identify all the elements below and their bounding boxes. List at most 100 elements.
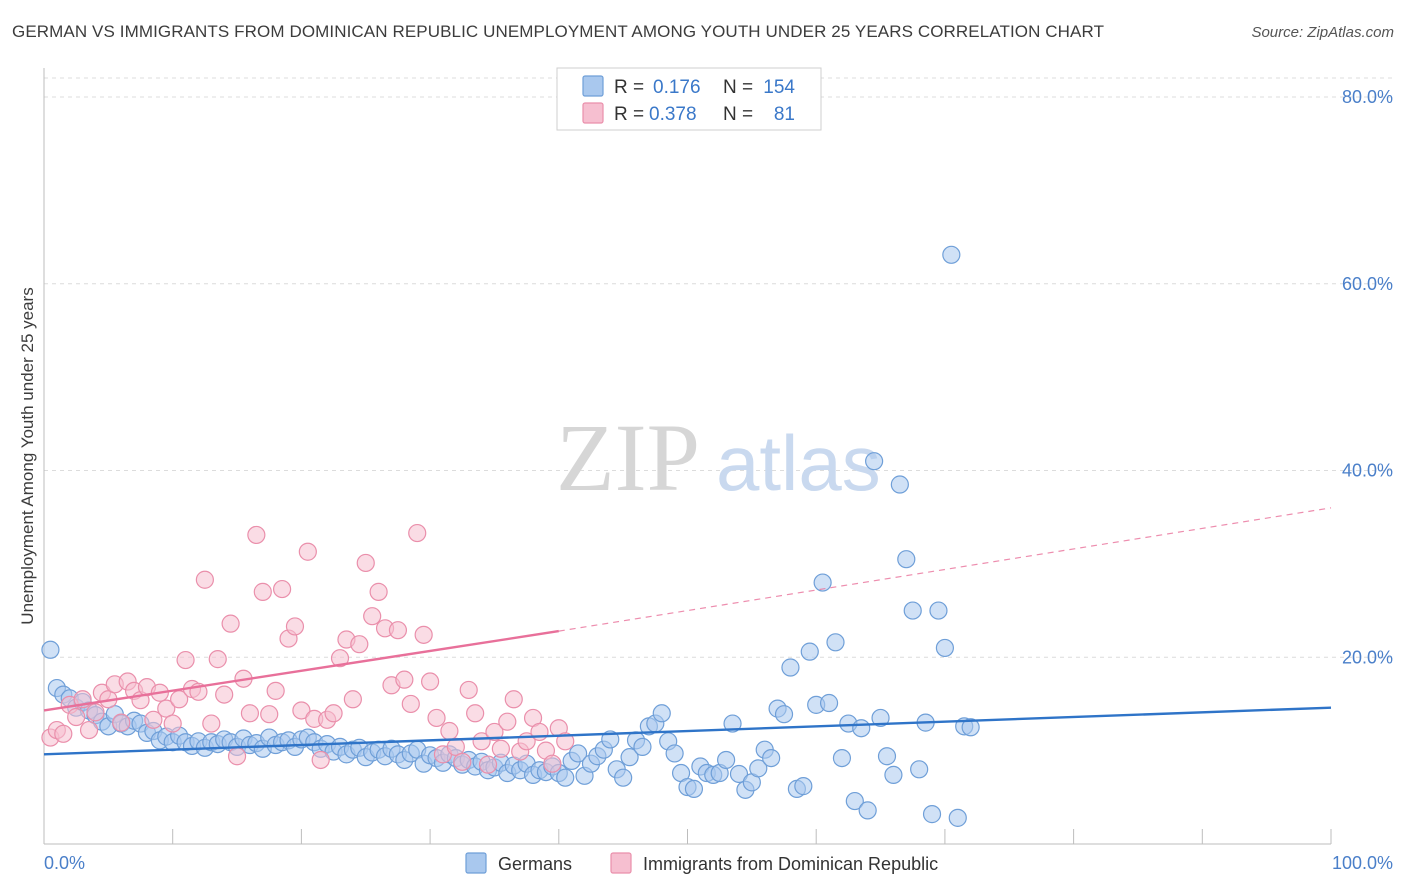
data-point-dominican <box>208 650 227 669</box>
data-point-germans <box>794 777 813 796</box>
data-point-dominican <box>350 635 369 654</box>
data-point-dominican <box>324 704 343 723</box>
x-tick-label-max: 100.0% <box>1332 853 1393 873</box>
data-point-dominican <box>202 714 221 733</box>
data-point-dominican <box>292 701 311 720</box>
data-point-germans <box>858 801 877 820</box>
data-point-dominican <box>485 722 504 742</box>
data-point-germans <box>845 791 864 811</box>
data-point-germans <box>935 638 955 658</box>
data-point-dominican <box>414 625 433 644</box>
legend-r-value-dominican: 0.378 <box>649 104 697 125</box>
data-point-dominican <box>311 750 330 770</box>
data-point-dominican <box>112 713 131 732</box>
data-point-germans <box>922 805 942 824</box>
data-point-germans <box>684 779 704 799</box>
data-point-dominican <box>421 672 440 691</box>
data-point-dominican <box>388 621 408 640</box>
y-tick-label: 20.0% <box>1342 647 1393 667</box>
data-point-germans <box>890 475 909 494</box>
data-point-dominican <box>408 523 427 543</box>
legend-r-label-germans: R = <box>614 77 644 98</box>
data-point-dominican <box>466 704 485 723</box>
legend-n-label-dominican: N = <box>723 104 753 125</box>
data-point-dominican <box>459 680 478 700</box>
data-point-germans <box>665 744 684 763</box>
data-point-dominican <box>427 708 446 728</box>
trend-lines <box>43 507 1332 756</box>
data-point-dominican <box>330 649 350 668</box>
data-point-dominican <box>176 650 195 670</box>
data-point-dominican <box>530 722 549 742</box>
y-tick-label: 80.0% <box>1342 87 1393 107</box>
bottom-legend-swatch-dominican <box>610 852 632 874</box>
axes <box>43 68 1332 845</box>
data-point-dominican <box>144 710 163 729</box>
y-axis-label: Unemployment Among Youth under 25 years <box>18 287 37 624</box>
watermark: ZIP atlas <box>556 404 881 511</box>
data-point-germans <box>41 640 60 659</box>
data-point-dominican <box>272 579 292 599</box>
data-point-germans <box>652 704 671 723</box>
series-germans <box>41 245 980 827</box>
data-point-dominican <box>504 690 523 709</box>
chart-title: GERMAN VS IMMIGRANTS FROM DOMINICAN REPU… <box>12 22 1105 41</box>
data-point-dominican <box>227 747 247 766</box>
data-point-dominican <box>253 582 272 601</box>
data-point-dominican <box>363 607 382 626</box>
data-point-germans <box>852 719 871 738</box>
data-point-germans <box>774 705 794 724</box>
data-point-germans <box>620 748 639 767</box>
data-point-dominican <box>266 681 285 700</box>
data-point-dominican <box>556 732 575 751</box>
legend-swatch-dominican <box>582 102 604 124</box>
data-point-dominican <box>401 694 420 714</box>
data-point-dominican <box>472 732 491 751</box>
legend-r-value-germans: 0.176 <box>653 77 701 98</box>
data-point-dominican <box>478 755 498 774</box>
data-point-germans <box>910 760 929 779</box>
data-point-dominican <box>498 712 517 731</box>
data-point-germans <box>762 748 781 768</box>
data-point-dominican <box>240 704 260 723</box>
bottom-legend-label-germans: Germans <box>498 854 572 874</box>
data-point-germans <box>903 601 922 620</box>
bottom-legend-swatch-germans <box>465 852 487 874</box>
legend-r-label-dominican: R = <box>614 104 644 125</box>
trend-line-dominican <box>43 629 559 712</box>
data-point-dominican <box>157 699 176 718</box>
data-point-dominican <box>247 525 266 545</box>
grid-lines <box>44 77 1393 658</box>
data-point-dominican <box>298 542 317 561</box>
data-point-germans <box>717 750 736 770</box>
series-dominican <box>41 523 575 774</box>
data-point-dominican <box>356 553 375 573</box>
data-point-germans <box>865 452 884 471</box>
legend-n-value-dominican: 81 <box>774 104 795 125</box>
series-legend: Germans Immigrants from Dominican Republ… <box>465 852 938 874</box>
chart-source: Source: ZipAtlas.com <box>1251 24 1394 41</box>
data-point-dominican <box>86 703 105 722</box>
data-point-dominican <box>395 670 414 689</box>
data-point-germans <box>871 708 890 728</box>
data-point-germans <box>813 573 832 592</box>
data-point-dominican <box>221 614 240 633</box>
data-point-germans <box>826 633 845 652</box>
data-point-germans <box>819 693 839 713</box>
data-point-germans <box>556 768 575 787</box>
data-point-germans <box>961 718 980 737</box>
y-tick-label: 40.0% <box>1342 461 1393 481</box>
data-point-dominican <box>260 705 279 724</box>
data-point-dominican <box>453 752 472 771</box>
data-point-dominican <box>67 707 86 727</box>
watermark-zip: ZIP <box>556 404 700 511</box>
data-point-dominican <box>491 739 510 758</box>
legend-n-value-germans: 154 <box>763 77 795 98</box>
data-point-dominican <box>285 617 305 636</box>
data-point-germans <box>723 714 742 733</box>
trend-line-germans <box>43 706 1332 756</box>
data-point-germans <box>884 765 903 785</box>
data-point-germans <box>614 768 633 787</box>
watermark-atlas: atlas <box>716 419 881 507</box>
